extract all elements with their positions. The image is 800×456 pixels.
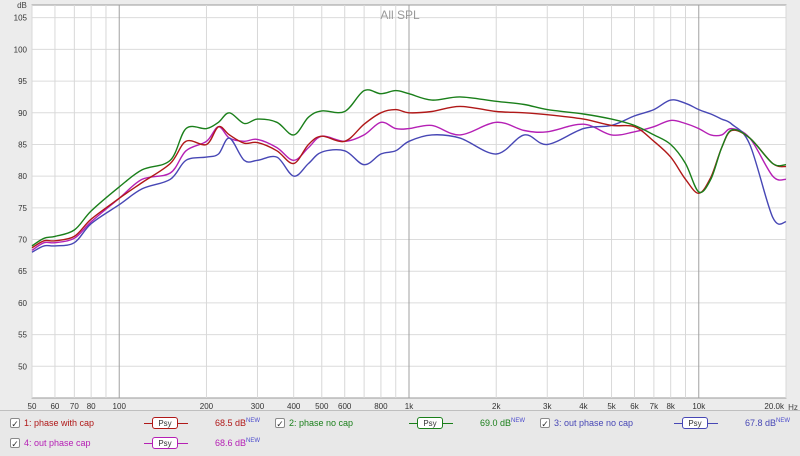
new-badge: NEW <box>511 418 525 424</box>
legend-label: 1: phase with cap <box>24 418 95 428</box>
new-badge: NEW <box>246 438 260 444</box>
new-badge: NEW <box>246 418 260 424</box>
x-tick-labels: 50 60 70 80 100 200 300 400 500 600 800 1k 2k 3k 4k 5k 6… <box>28 402 785 410</box>
psy-label: Psy <box>152 437 178 449</box>
x-tick-label: 80 <box>87 402 96 410</box>
x-tick-label: 200 <box>200 402 214 410</box>
legend-label: 2: phase no cap <box>289 418 354 428</box>
spl-chart: 50 55 60 65 70 75 80 85 90 95 100 105 50 60 70 80 100 20… <box>14 1 798 410</box>
series-line-3 <box>31 99 787 253</box>
legend-item-out-phase-cap: ✓ 4: out phase cap Psy 68.6 dBNEW <box>10 434 260 452</box>
legend-item-phase-no-cap: ✓ 2: phase no cap Psy 69.0 dBNEW <box>275 414 525 432</box>
y-tick-label: 55 <box>18 331 27 340</box>
legend-level: 67.8 dBNEW <box>736 418 790 428</box>
y-tick-label: 90 <box>18 109 27 118</box>
series-line-2 <box>31 89 787 247</box>
x-tick-label: 70 <box>70 402 79 410</box>
x-axis-unit: Hz <box>788 403 798 410</box>
x-tick-label: 8k <box>666 402 675 410</box>
y-tick-label: 80 <box>18 172 27 181</box>
legend-item-phase-with-cap: ✓ 1: phase with cap Psy 68.5 dBNEW <box>10 414 260 432</box>
level-value: 68.6 dB <box>214 438 246 448</box>
psy-button[interactable]: Psy <box>144 436 188 450</box>
legend-item-out-phase-no-cap: ✓ 3: out phase no cap Psy 67.8 dBNEW <box>540 414 790 432</box>
x-tick-label: 7k <box>650 402 659 410</box>
grid <box>31 5 787 398</box>
series-line-1 <box>31 105 787 249</box>
x-tick-label: 400 <box>287 402 301 410</box>
psy-label: Psy <box>682 417 708 429</box>
x-tick-label: 500 <box>315 402 329 410</box>
x-tick-label: 100 <box>113 402 127 410</box>
psy-label: Psy <box>417 417 443 429</box>
series-line-4 <box>31 119 787 251</box>
level-value: 67.8 dB <box>744 418 776 428</box>
legend-level: 69.0 dBNEW <box>471 418 525 428</box>
x-tick-label: 20.0k <box>764 402 785 410</box>
x-tick-label: 4k <box>579 402 588 410</box>
x-tick-label: 5k <box>607 402 616 410</box>
x-tick-label: 2k <box>492 402 501 410</box>
legend-level: 68.5 dBNEW <box>206 418 260 428</box>
y-tick-label: 50 <box>18 362 27 371</box>
psy-button[interactable]: Psy <box>409 416 453 430</box>
chart-title: All SPL <box>380 8 420 22</box>
y-tick-label: 105 <box>14 14 28 23</box>
legend-checkbox[interactable]: ✓ <box>275 418 285 429</box>
y-tick-label: 75 <box>18 204 27 213</box>
y-tick-label: 85 <box>18 140 27 149</box>
y-tick-label: 65 <box>18 267 27 276</box>
y-tick-label: 95 <box>18 77 27 86</box>
y-axis-unit: dB <box>17 1 27 10</box>
y-tick-label: 70 <box>18 236 27 245</box>
psy-button[interactable]: Psy <box>674 416 718 430</box>
x-tick-label: 600 <box>338 402 352 410</box>
x-tick-label: 3k <box>543 402 552 410</box>
legend-checkbox[interactable]: ✓ <box>540 418 550 429</box>
legend-panel: ✓ 1: phase with cap Psy 68.5 dBNEW ✓ 2: … <box>0 410 800 456</box>
x-tick-label: 10k <box>692 402 706 410</box>
y-tick-label: 100 <box>14 45 28 54</box>
y-tick-labels: 50 55 60 65 70 75 80 85 90 95 100 105 <box>14 14 28 372</box>
legend-label: 4: out phase cap <box>24 438 91 448</box>
psy-button[interactable]: Psy <box>144 416 188 430</box>
legend-label: 3: out phase no cap <box>554 418 634 428</box>
new-badge: NEW <box>776 418 790 424</box>
legend-checkbox[interactable]: ✓ <box>10 418 20 429</box>
x-tick-label: 60 <box>50 402 59 410</box>
series-lines <box>31 89 787 253</box>
psy-label: Psy <box>152 417 178 429</box>
legend-checkbox[interactable]: ✓ <box>10 438 20 449</box>
x-tick-label: 50 <box>28 402 37 410</box>
x-tick-label: 6k <box>630 402 639 410</box>
level-value: 68.5 dB <box>214 418 246 428</box>
x-tick-label: 800 <box>374 402 388 410</box>
legend-level: 68.6 dBNEW <box>206 438 260 448</box>
y-tick-label: 60 <box>18 299 27 308</box>
x-tick-label: 300 <box>251 402 265 410</box>
x-tick-label: 1k <box>405 402 414 410</box>
level-value: 69.0 dB <box>479 418 511 428</box>
